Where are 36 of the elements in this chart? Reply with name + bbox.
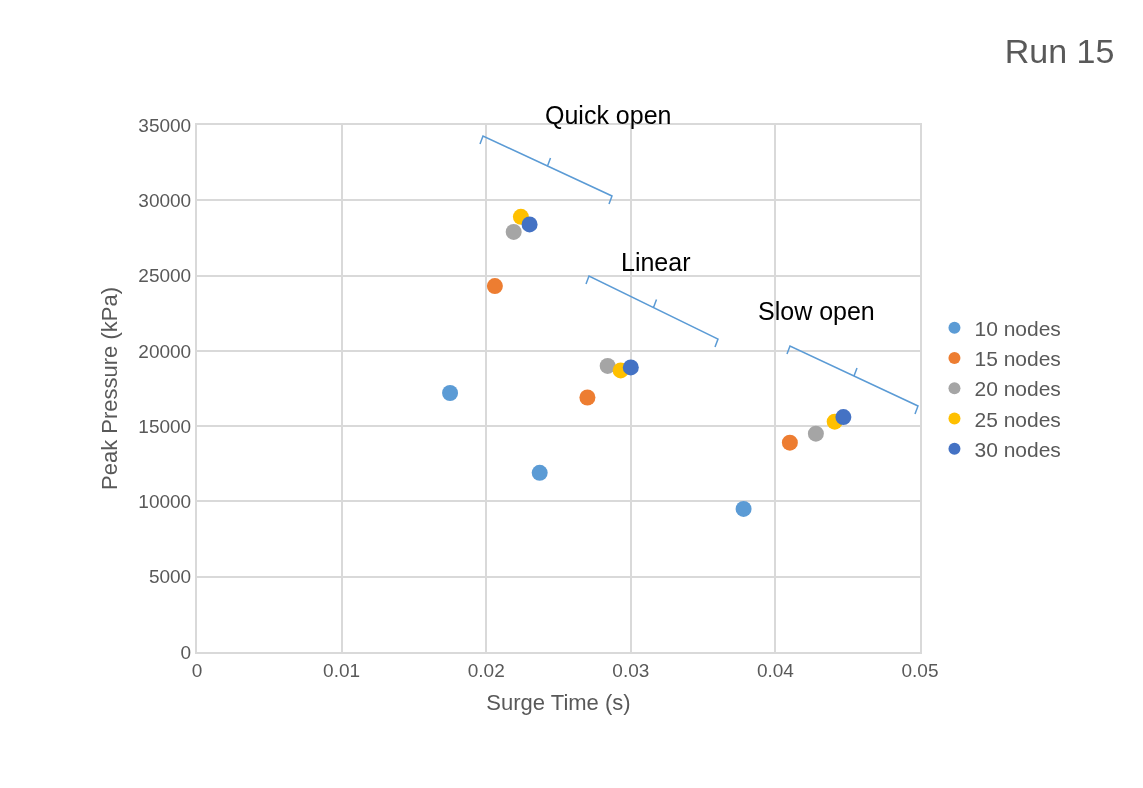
point: [442, 385, 459, 402]
legend-label: 30 nodes: [974, 438, 1061, 462]
text: Run 15: [1004, 32, 1115, 71]
point: [622, 359, 639, 376]
y-tick-label: 5000: [148, 566, 192, 588]
legend-label: 20 nodes: [974, 377, 1061, 401]
annotation: Slow open: [758, 297, 875, 325]
y-tick-label: 30000: [138, 189, 192, 211]
legend-label: 10 nodes: [974, 316, 1061, 340]
y-axis-title: Peak Pressure (kPa): [96, 287, 122, 490]
y-tick-label: 15000: [138, 415, 192, 437]
point: [521, 216, 538, 233]
y-tick-label: 20000: [138, 340, 192, 362]
x-tick-label: 0.01: [323, 659, 361, 681]
x-tick-label: 0.04: [756, 659, 795, 681]
point: [835, 409, 852, 426]
x-tick-label: 0.02: [467, 659, 505, 681]
annotation: Linear: [621, 248, 691, 276]
legend-label: 25 nodes: [974, 407, 1061, 431]
point: [807, 425, 824, 442]
y-tick-label: 0: [180, 641, 192, 663]
point: [781, 434, 798, 451]
point: [486, 278, 503, 295]
x-tick-label: 0.05: [901, 659, 939, 681]
x-tick-label: 0.03: [612, 659, 650, 681]
legend-label: 15 nodes: [974, 347, 1061, 371]
point: [579, 389, 596, 406]
y-tick-label: 25000: [138, 265, 192, 287]
x-axis-title: Surge Time (s): [486, 690, 631, 716]
point: [505, 223, 522, 240]
y-tick-label: 10000: [138, 491, 192, 513]
y-tick-label: 35000: [138, 114, 192, 136]
point: [735, 500, 752, 517]
point: [599, 357, 616, 374]
point: [531, 464, 548, 481]
annotation: Quick open: [545, 101, 672, 129]
